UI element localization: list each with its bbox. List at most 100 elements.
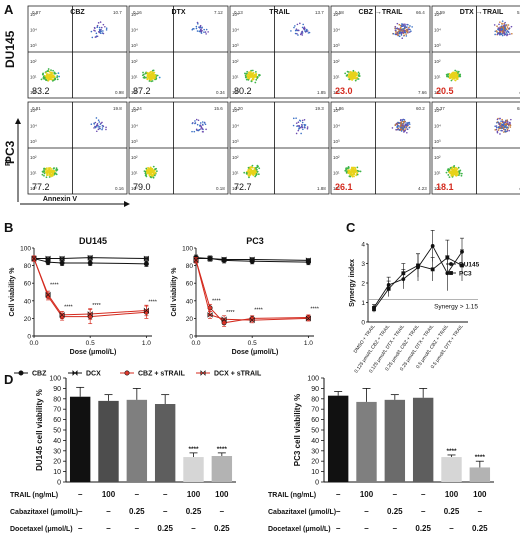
flow-event [105, 126, 107, 129]
flow-y-tick: 10⁵ [434, 12, 441, 17]
flow-event [447, 73, 449, 75]
flow-event [100, 26, 103, 29]
flow-event [297, 29, 300, 32]
flow-event [396, 22, 399, 25]
flow-event [147, 171, 149, 174]
flow-event [155, 170, 158, 173]
flow-event [45, 171, 48, 173]
flow-event [501, 23, 503, 25]
flow-panel: 10⁵ 10⁴ 10³ 10² 10¹ 10⁰ 0.13 13.7 1.85 80.2 [229, 5, 330, 99]
flow-event [153, 169, 156, 172]
flow-event [398, 29, 401, 32]
flow-event [95, 117, 98, 119]
flow-event [301, 119, 304, 122]
flow-event [301, 34, 304, 36]
flow-event [504, 123, 506, 126]
flow-event [395, 122, 398, 125]
data-point [207, 311, 213, 318]
flow-event [348, 169, 351, 172]
flow-event [99, 127, 101, 130]
data-point [31, 255, 37, 262]
quadrant-ul-value: 0.58 [335, 10, 344, 15]
flow-event [396, 128, 399, 131]
flow-event [506, 26, 509, 28]
flow-event [408, 123, 411, 125]
flow-event [51, 75, 54, 78]
flow-event [203, 31, 205, 33]
chart-title: DU145 [79, 236, 107, 246]
pi-axis-label: PI [5, 159, 12, 166]
flow-event [200, 30, 203, 32]
flow-event [95, 35, 98, 38]
bar [469, 467, 491, 482]
treatment-cell: 0.25 [129, 507, 145, 516]
data-point [59, 260, 65, 266]
quadrant-ur-value: 51.8 [517, 10, 520, 15]
y-tick-label: 20 [311, 459, 319, 466]
treatment-cell: 0.25 [415, 524, 431, 533]
y-tick-label: 80 [186, 263, 194, 270]
flow-event [456, 71, 459, 74]
flow-event [304, 124, 307, 126]
flow-event [145, 175, 148, 178]
flow-event [505, 122, 508, 125]
flow-event [202, 131, 204, 133]
flow-event [457, 173, 460, 175]
quadrant-ll-value: 20.5 [436, 86, 454, 96]
significance-stars: **** [212, 299, 221, 305]
treatment-cell: 0.25 [444, 507, 460, 516]
flow-event [254, 81, 257, 84]
flow-column-header: CBZ →TRAIL [359, 9, 404, 16]
flow-event [193, 130, 196, 133]
flow-event [351, 167, 354, 170]
flow-event [148, 80, 151, 82]
quadrant-ur-value: 68.6 [517, 106, 520, 111]
flow-event [406, 31, 409, 33]
flow-event [351, 78, 353, 80]
flow-event [497, 126, 500, 129]
flow-event [398, 35, 401, 38]
flow-event [250, 72, 252, 75]
flow-y-tick: 10⁴ [232, 28, 239, 33]
flow-event [504, 33, 507, 35]
flow-event [47, 79, 50, 82]
treatment-cell: – [336, 490, 341, 499]
flow-event [507, 123, 509, 126]
quadrant-ul-value: 0.13 [234, 10, 243, 15]
flow-event [47, 78, 49, 81]
flow-event [299, 22, 301, 25]
flow-event [207, 31, 209, 33]
flow-event [445, 171, 448, 174]
flow-event [354, 167, 357, 170]
flow-event [94, 36, 97, 38]
flow-event [356, 73, 358, 76]
bar [211, 456, 233, 482]
flow-event [97, 126, 100, 128]
flow-event [499, 133, 501, 135]
flow-event [43, 174, 45, 177]
flow-event [456, 168, 458, 170]
flow-event [355, 77, 357, 80]
flow-event [145, 174, 148, 176]
flow-event [152, 176, 155, 179]
flow-event [247, 166, 250, 169]
quadrant-ll-value: 87.2 [133, 86, 151, 96]
flow-event [302, 128, 304, 131]
significance-stars: **** [50, 283, 59, 289]
flow-event [43, 169, 45, 172]
treatment-cell: – [78, 524, 83, 533]
quadrant-lr-value: 7.66 [418, 90, 427, 95]
treatment-cell: – [364, 507, 369, 516]
flow-event [299, 120, 302, 122]
flow-event [204, 31, 207, 33]
flow-event [142, 71, 144, 74]
flow-event [48, 167, 51, 169]
chart-title: PC3 [246, 236, 264, 246]
flow-event [401, 124, 403, 126]
flow-event [405, 125, 408, 128]
flow-event [402, 129, 405, 131]
flow-event [295, 132, 298, 135]
flow-event [46, 169, 49, 172]
y-tick-label: 0 [189, 334, 193, 341]
flow-event [451, 167, 454, 170]
